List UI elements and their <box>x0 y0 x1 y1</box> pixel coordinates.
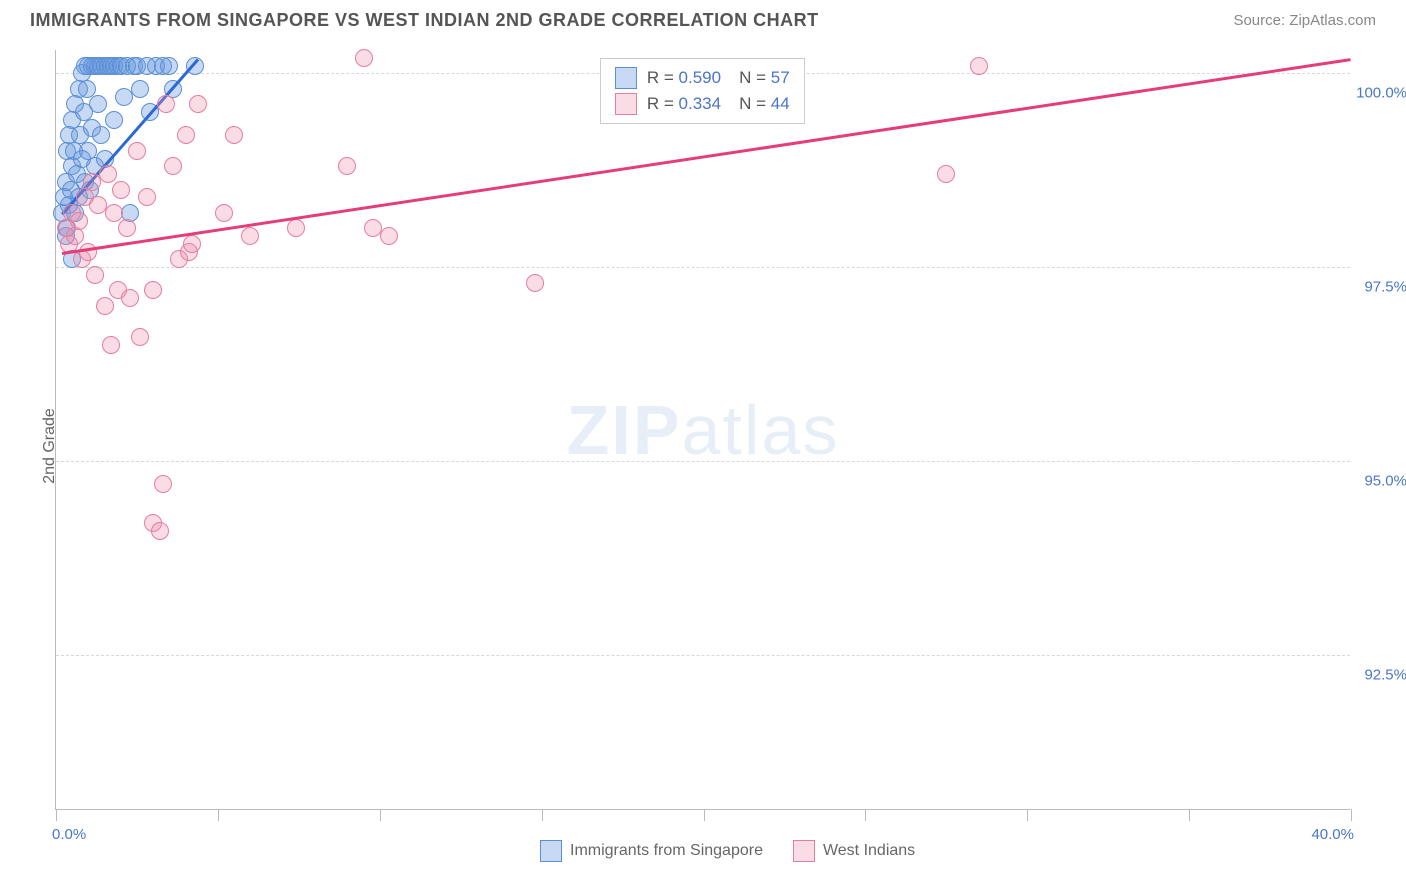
correlation-legend: R = 0.590 N = 57 R = 0.334 N = 44 <box>600 58 805 124</box>
data-point <box>99 165 117 183</box>
data-point <box>79 243 97 261</box>
data-point <box>215 204 233 222</box>
data-point <box>338 157 356 175</box>
y-tick-label: 97.5% <box>1364 279 1406 296</box>
x-tick <box>865 809 866 821</box>
data-point <box>138 188 156 206</box>
legend-item-westindian: West Indians <box>793 840 915 862</box>
y-tick-label: 100.0% <box>1356 85 1406 102</box>
data-point <box>287 219 305 237</box>
chart-container: ZIPatlas 92.5%95.0%97.5%100.0%0.0%40.0%R… <box>55 50 1350 810</box>
x-tick <box>1027 809 1028 821</box>
data-point <box>96 297 114 315</box>
data-point <box>154 475 172 493</box>
n-label: N = 44 <box>739 94 790 114</box>
data-point <box>102 336 120 354</box>
data-point <box>115 88 133 106</box>
data-point <box>937 165 955 183</box>
swatch-icon <box>540 840 562 862</box>
plot-area: ZIPatlas 92.5%95.0%97.5%100.0%0.0%40.0%R… <box>55 50 1350 810</box>
data-point <box>66 227 84 245</box>
legend-row: R = 0.334 N = 44 <box>615 91 790 117</box>
data-point <box>83 173 101 191</box>
r-label: R = 0.590 <box>647 68 721 88</box>
data-point <box>241 227 259 245</box>
data-point <box>112 181 130 199</box>
data-point <box>144 281 162 299</box>
source-label: Source: ZipAtlas.com <box>1233 12 1376 29</box>
data-point <box>78 80 96 98</box>
swatch-icon <box>615 67 637 89</box>
data-point <box>151 522 169 540</box>
data-point <box>164 157 182 175</box>
data-point <box>92 126 110 144</box>
x-tick <box>1351 809 1352 821</box>
data-point <box>157 95 175 113</box>
data-point <box>355 49 373 67</box>
gridline <box>56 267 1350 268</box>
data-point <box>380 227 398 245</box>
legend-label: West Indians <box>823 842 915 860</box>
data-point <box>225 126 243 144</box>
legend-bottom: Immigrants from Singapore West Indians <box>540 840 915 862</box>
data-point <box>131 328 149 346</box>
x-tick <box>704 809 705 821</box>
data-point <box>177 126 195 144</box>
data-point <box>189 95 207 113</box>
watermark: ZIPatlas <box>567 390 840 470</box>
data-point <box>70 212 88 230</box>
x-tick <box>1189 809 1190 821</box>
data-point <box>86 266 104 284</box>
legend-label: Immigrants from Singapore <box>570 842 763 860</box>
x-tick <box>380 809 381 821</box>
data-point <box>160 57 178 75</box>
n-label: N = 57 <box>739 68 790 88</box>
x-tick <box>218 809 219 821</box>
swatch-icon <box>615 93 637 115</box>
chart-title: IMMIGRANTS FROM SINGAPORE VS WEST INDIAN… <box>30 10 819 31</box>
x-tick <box>542 809 543 821</box>
data-point <box>118 219 136 237</box>
data-point <box>131 80 149 98</box>
data-point <box>121 289 139 307</box>
swatch-icon <box>793 840 815 862</box>
data-point <box>105 111 123 129</box>
r-label: R = 0.334 <box>647 94 721 114</box>
legend-item-singapore: Immigrants from Singapore <box>540 840 763 862</box>
y-tick-label: 92.5% <box>1364 666 1406 683</box>
data-point <box>89 95 107 113</box>
x-tick-label: 40.0% <box>1311 826 1354 843</box>
data-point <box>105 204 123 222</box>
data-point <box>183 235 201 253</box>
data-point <box>526 274 544 292</box>
x-tick-label: 0.0% <box>52 826 86 843</box>
data-point <box>128 142 146 160</box>
legend-row: R = 0.590 N = 57 <box>615 65 790 91</box>
gridline <box>56 461 1350 462</box>
gridline <box>56 655 1350 656</box>
x-tick <box>56 809 57 821</box>
data-point <box>970 57 988 75</box>
y-tick-label: 95.0% <box>1364 473 1406 490</box>
